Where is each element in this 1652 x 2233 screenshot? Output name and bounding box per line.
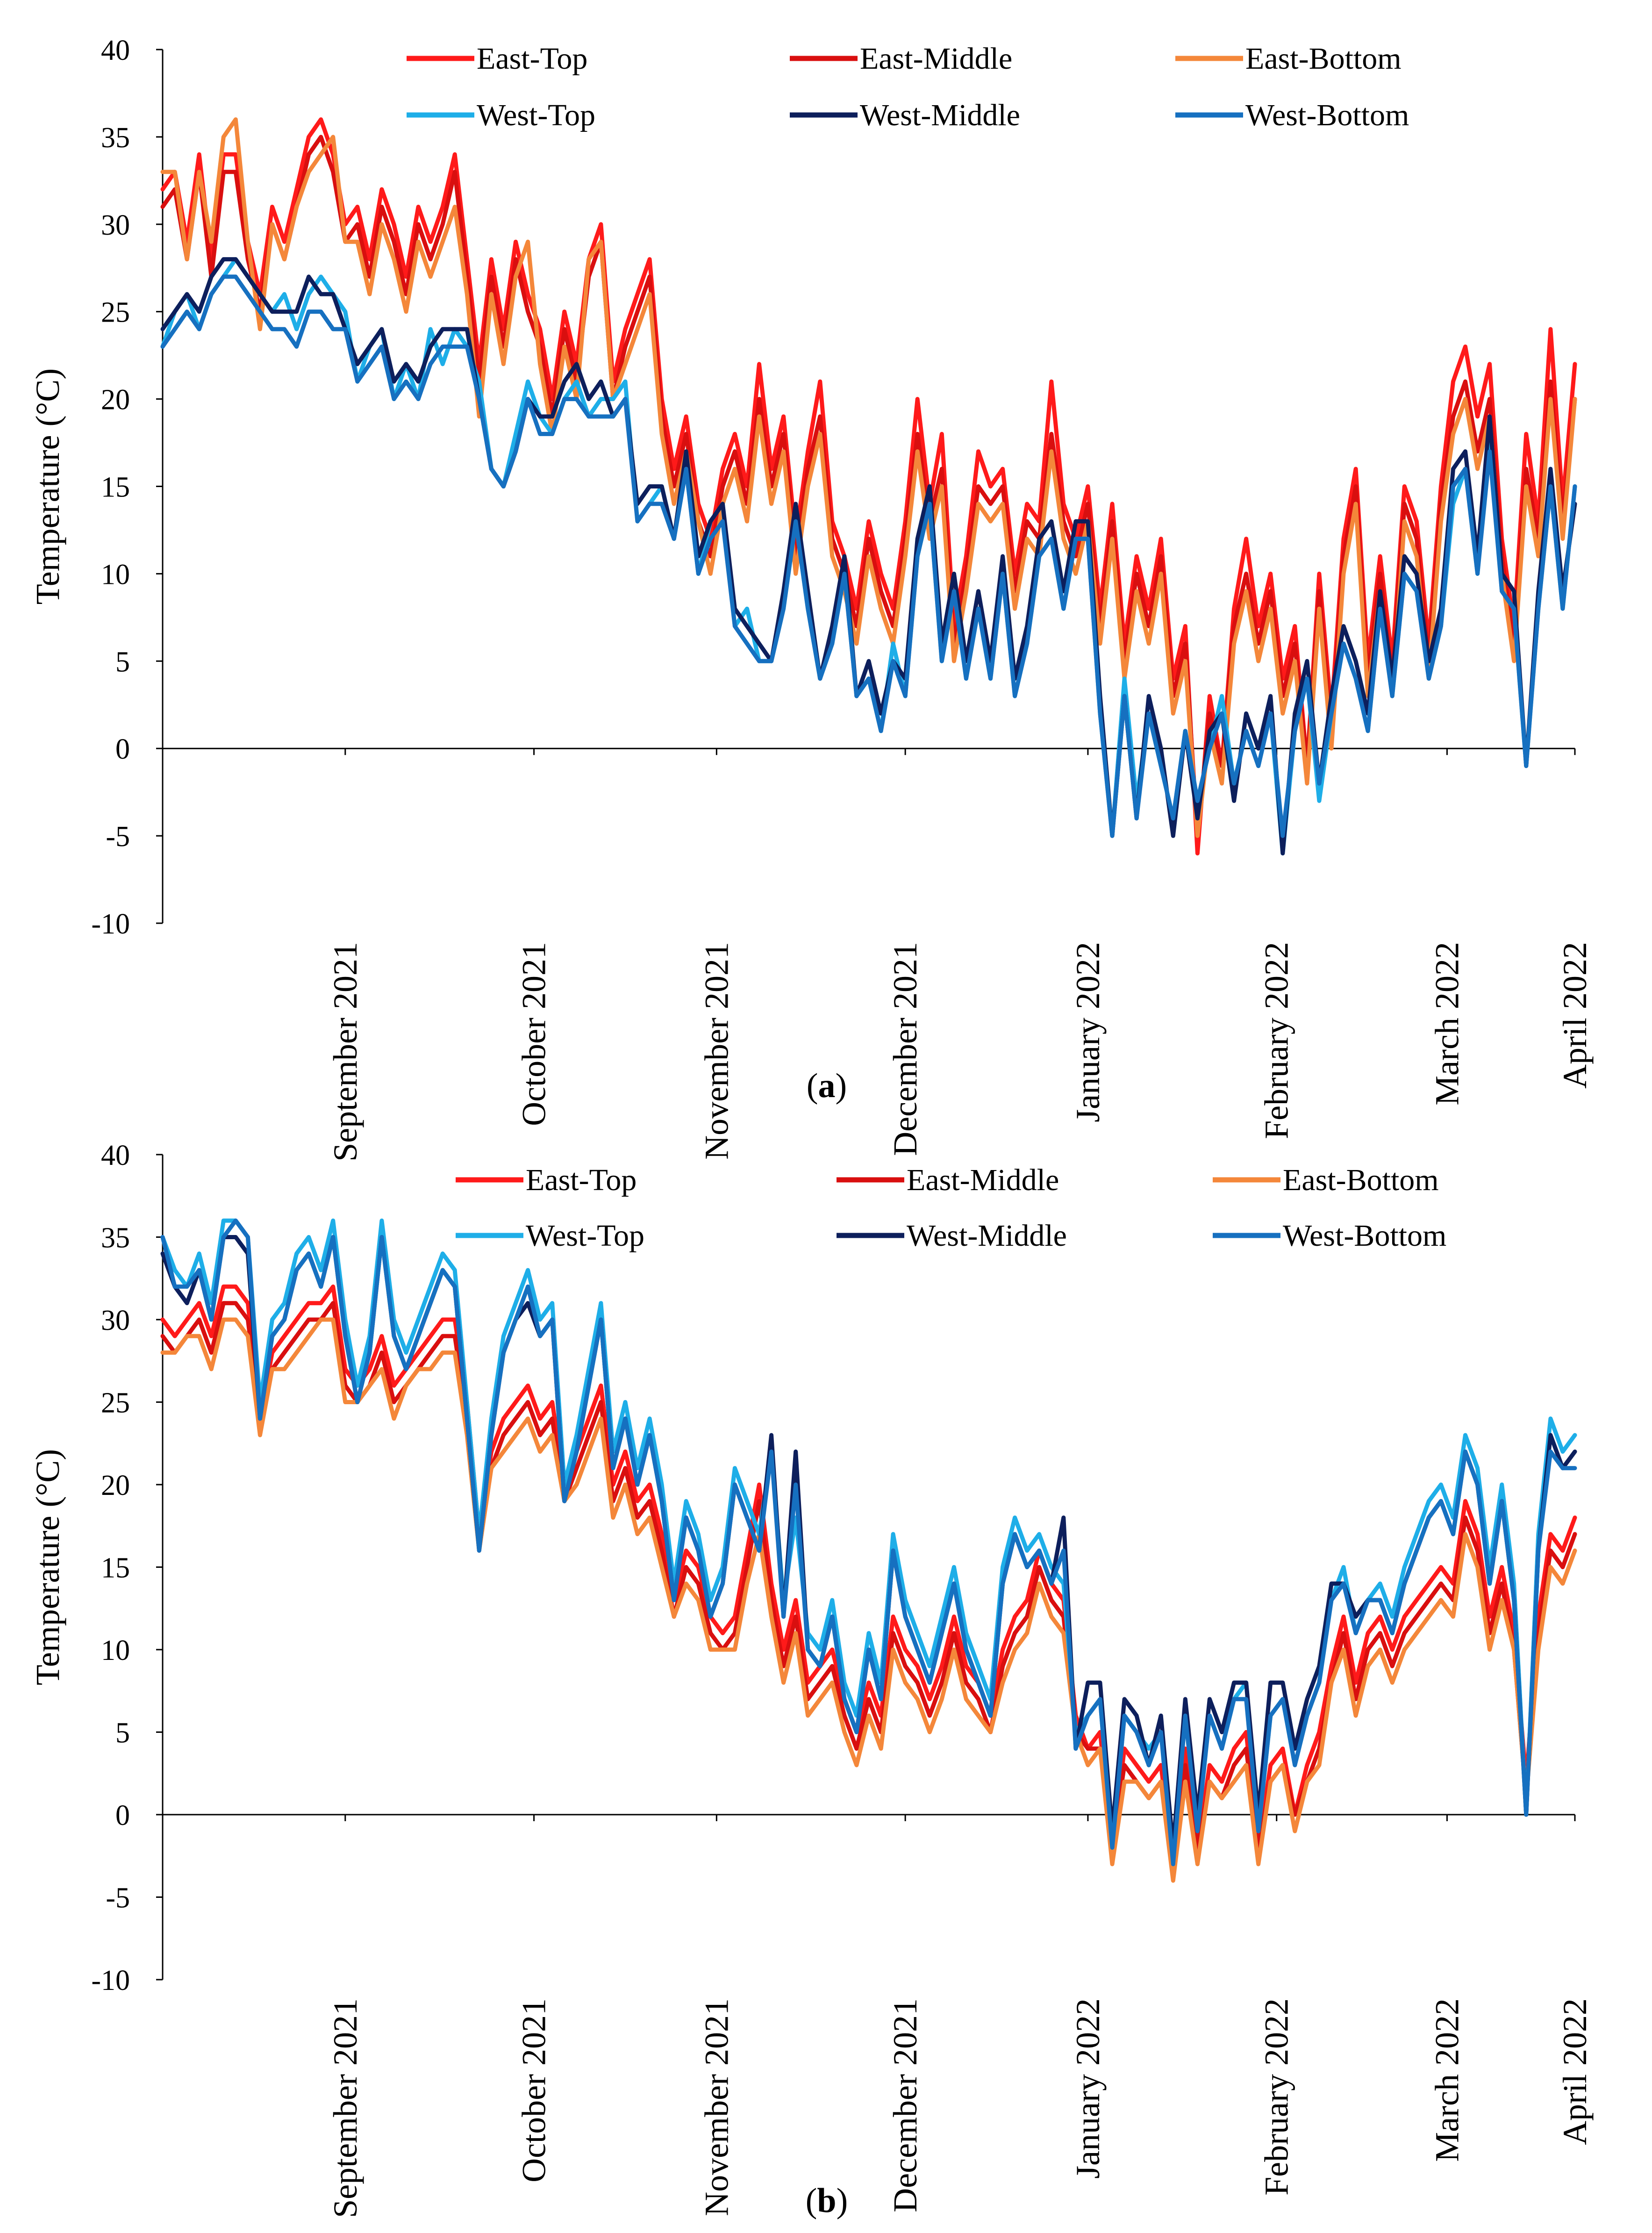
x-tick-label: December 2021 (887, 1998, 924, 2212)
legend-label-east-top: East-Top (477, 42, 587, 76)
x-tick-label: September 2021 (327, 942, 364, 1162)
y-tick-label: -5 (106, 1882, 130, 1914)
series-line-east-bottom (160, 117, 1577, 838)
legend-label-west-bottom: West-Bottom (1283, 1219, 1446, 1253)
y-tick-label: 30 (101, 1305, 130, 1336)
series-line-east-bottom (160, 1317, 1577, 1883)
x-tick-label: October 2021 (515, 1998, 553, 2183)
y-tick-label: 20 (101, 384, 130, 416)
x-tick-label: March 2022 (1428, 942, 1466, 1106)
y-tick-label: 25 (101, 297, 130, 329)
series-line-west-top (160, 1218, 1577, 1850)
y-tick-label: 35 (101, 122, 130, 154)
series-line-east-top (160, 117, 1577, 855)
y-tick-label: 10 (101, 559, 130, 590)
legend: East-Top East-Middle East-Bottom West-Top We… (456, 1163, 1446, 1253)
y-tick-label: 0 (115, 733, 130, 765)
legend-label-west-bottom: West-Bottom (1245, 98, 1409, 132)
legend-label-east-bottom: East-Bottom (1245, 42, 1402, 76)
y-tick-label: 5 (115, 1717, 130, 1749)
x-tick-label: April 2022 (1556, 942, 1594, 1089)
y-tick-label: 0 (115, 1800, 130, 1831)
legend-label-west-top: West-Top (477, 98, 595, 132)
y-axis-title: Temperature (°C) (29, 368, 66, 605)
legend-label-west-middle: West-Middle (860, 98, 1020, 132)
series-line-west-middle (160, 1235, 1577, 1850)
y-tick-label: 40 (101, 1140, 130, 1171)
y-tick-label: 15 (101, 1552, 130, 1584)
y-tick-label: -5 (106, 821, 130, 853)
x-tick-label: March 2022 (1428, 1998, 1466, 2162)
y-tick-label: 40 (101, 35, 130, 66)
chart-panel-b: 40 35 30 25 20 15 10 5 0 -5 -10 Temperature (°C) Sep… (29, 1140, 1594, 2220)
x-tick-label: November 2021 (698, 1998, 735, 2216)
x-tick-label: January 2022 (1069, 942, 1107, 1122)
series-line-west-bottom (160, 274, 1577, 838)
y-tick-label: -10 (91, 1965, 130, 1996)
legend-label-west-top: West-Top (526, 1219, 644, 1253)
y-tick-label: 25 (101, 1387, 130, 1419)
series-line-east-middle (160, 1301, 1577, 1867)
legend-label-east-middle: East-Middle (907, 1163, 1059, 1197)
y-axis-title: Temperature (°C) (29, 1449, 66, 1686)
panel-caption: (b) (806, 2182, 848, 2220)
series-line-east-middle (160, 135, 1577, 838)
y-tick-label: -10 (91, 908, 130, 940)
legend-label-west-middle: West-Middle (907, 1219, 1067, 1253)
x-tick-label: January 2022 (1069, 1998, 1107, 2179)
y-tick-label: 20 (101, 1470, 130, 1501)
legend-label-east-top: East-Top (526, 1163, 636, 1197)
x-tick-label: October 2021 (515, 942, 553, 1126)
y-tick-label: 5 (115, 646, 130, 678)
x-tick-label: September 2021 (327, 1998, 364, 2218)
y-tick-label: 35 (101, 1222, 130, 1254)
legend: East-Top East-Middle East-Bottom West-Top We… (407, 42, 1409, 132)
legend-label-east-bottom: East-Bottom (1283, 1163, 1439, 1197)
series-line-west-middle (160, 257, 1577, 855)
x-tick-label: February 2022 (1258, 1998, 1295, 2196)
y-tick-label: 15 (101, 472, 130, 503)
series-line-west-bottom (160, 1218, 1577, 1867)
legend-label-east-middle: East-Middle (860, 42, 1012, 76)
x-tick-label: November 2021 (698, 942, 735, 1160)
x-tick-label: April 2022 (1556, 1998, 1594, 2145)
x-tick-label: December 2021 (887, 942, 924, 1156)
x-tick-label: February 2022 (1258, 942, 1295, 1139)
chart-panel-a: 40 35 30 25 20 15 10 5 0 -5 -10 Temperature (°C) Sep… (29, 35, 1594, 1162)
y-tick-label: 10 (101, 1635, 130, 1666)
series-line-east-top (160, 1284, 1577, 1867)
panel-caption: (a) (807, 1067, 847, 1105)
y-tick-label: 30 (101, 209, 130, 241)
